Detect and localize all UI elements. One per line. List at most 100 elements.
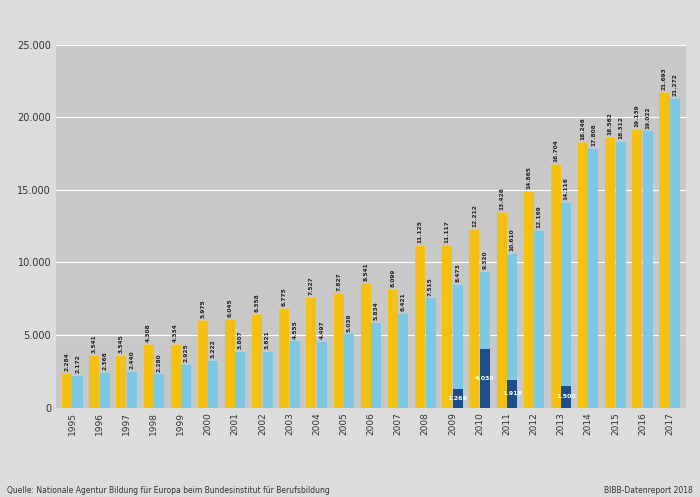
Bar	[89, 356, 99, 408]
Text: 1.918: 1.918	[502, 391, 522, 396]
Text: 4.497: 4.497	[319, 321, 324, 339]
Text: 2.280: 2.280	[157, 353, 162, 372]
Bar	[589, 149, 598, 408]
Bar	[388, 290, 398, 408]
Text: 7.827: 7.827	[336, 272, 341, 291]
Bar	[615, 142, 626, 408]
Bar	[670, 99, 680, 408]
Text: 4.038: 4.038	[475, 376, 495, 381]
Text: 4.555: 4.555	[293, 320, 297, 338]
Bar	[181, 365, 191, 408]
Text: 7.527: 7.527	[309, 277, 314, 295]
Text: 2.368: 2.368	[102, 351, 107, 370]
Text: 9.320: 9.320	[482, 251, 487, 269]
Text: 2.440: 2.440	[130, 350, 134, 369]
Bar	[561, 203, 571, 408]
Text: 12.212: 12.212	[472, 205, 477, 228]
Bar	[605, 138, 615, 408]
Bar	[209, 361, 218, 408]
Bar	[279, 309, 289, 408]
Text: 11.117: 11.117	[444, 221, 449, 244]
Text: 5.039: 5.039	[346, 313, 351, 331]
Text: 21.693: 21.693	[662, 67, 667, 90]
Text: 5.975: 5.975	[200, 299, 205, 318]
Text: 2.284: 2.284	[64, 353, 69, 371]
Bar	[551, 165, 561, 408]
Bar	[307, 298, 316, 408]
Bar	[507, 253, 517, 408]
Text: 12.169: 12.169	[537, 205, 542, 228]
Bar	[398, 315, 408, 408]
Text: 2.925: 2.925	[183, 343, 188, 362]
Text: 8.541: 8.541	[363, 262, 368, 281]
Text: 4.334: 4.334	[173, 323, 178, 342]
Bar	[252, 315, 262, 408]
Bar	[507, 380, 517, 408]
Text: 7.515: 7.515	[428, 277, 433, 296]
Text: 5.834: 5.834	[374, 301, 379, 320]
Text: 18.562: 18.562	[608, 112, 612, 135]
Text: 16.704: 16.704	[554, 140, 559, 162]
Text: 8.473: 8.473	[455, 263, 460, 282]
Bar	[561, 386, 571, 408]
Text: 3.545: 3.545	[119, 334, 124, 353]
Text: 1.500: 1.500	[556, 394, 576, 399]
Bar	[360, 284, 371, 408]
Text: 4.308: 4.308	[146, 324, 151, 342]
Text: 19.022: 19.022	[645, 106, 650, 129]
Bar	[453, 285, 463, 408]
Bar	[317, 342, 327, 408]
Bar	[235, 352, 246, 408]
Bar	[198, 321, 208, 408]
Text: 18.246: 18.246	[580, 117, 585, 140]
Text: Quelle: Nationale Agentur Bildung für Europa beim Bundesinstitut für Berufsbildu: Quelle: Nationale Agentur Bildung für Eu…	[7, 486, 330, 495]
Bar	[480, 272, 490, 408]
Bar	[470, 230, 480, 408]
Bar	[480, 349, 490, 408]
Bar	[99, 373, 110, 408]
Text: 3.541: 3.541	[92, 334, 97, 353]
Bar	[73, 376, 83, 408]
Text: 6.421: 6.421	[401, 293, 406, 312]
Bar	[262, 352, 272, 408]
Bar	[632, 130, 643, 408]
Bar	[144, 345, 153, 408]
Bar	[426, 299, 435, 408]
Text: 1.269: 1.269	[448, 396, 468, 401]
Text: 10.610: 10.610	[510, 228, 514, 250]
Text: 14.116: 14.116	[564, 177, 569, 200]
Bar	[290, 341, 300, 408]
Text: BIBB-Datenreport 2018: BIBB-Datenreport 2018	[604, 486, 693, 495]
Text: 11.125: 11.125	[418, 220, 423, 243]
Text: 3.821: 3.821	[265, 331, 270, 349]
Bar	[415, 246, 425, 408]
Bar	[171, 344, 181, 408]
Text: 3.807: 3.807	[238, 331, 243, 349]
Text: 6.358: 6.358	[255, 294, 260, 313]
Bar	[442, 246, 452, 408]
Bar	[659, 93, 669, 408]
Text: 14.865: 14.865	[526, 166, 531, 189]
Bar	[154, 374, 164, 408]
Bar	[334, 294, 344, 408]
Text: 18.312: 18.312	[618, 116, 623, 139]
Bar	[344, 334, 354, 408]
Bar	[62, 374, 72, 408]
Bar	[643, 132, 653, 408]
Bar	[225, 320, 235, 408]
Bar	[371, 323, 382, 408]
Bar	[534, 231, 544, 408]
Text: 8.099: 8.099	[391, 269, 395, 287]
Bar	[524, 192, 533, 408]
Bar	[116, 356, 127, 408]
Text: 6.775: 6.775	[282, 288, 287, 306]
Bar	[127, 372, 137, 408]
Text: 13.426: 13.426	[499, 187, 504, 210]
Text: 21.272: 21.272	[673, 73, 678, 96]
Text: 17.808: 17.808	[591, 123, 596, 146]
Text: 19.139: 19.139	[635, 104, 640, 127]
Bar	[453, 389, 463, 408]
Text: 2.172: 2.172	[75, 354, 80, 373]
Text: 6.045: 6.045	[228, 298, 232, 317]
Bar	[496, 213, 507, 408]
